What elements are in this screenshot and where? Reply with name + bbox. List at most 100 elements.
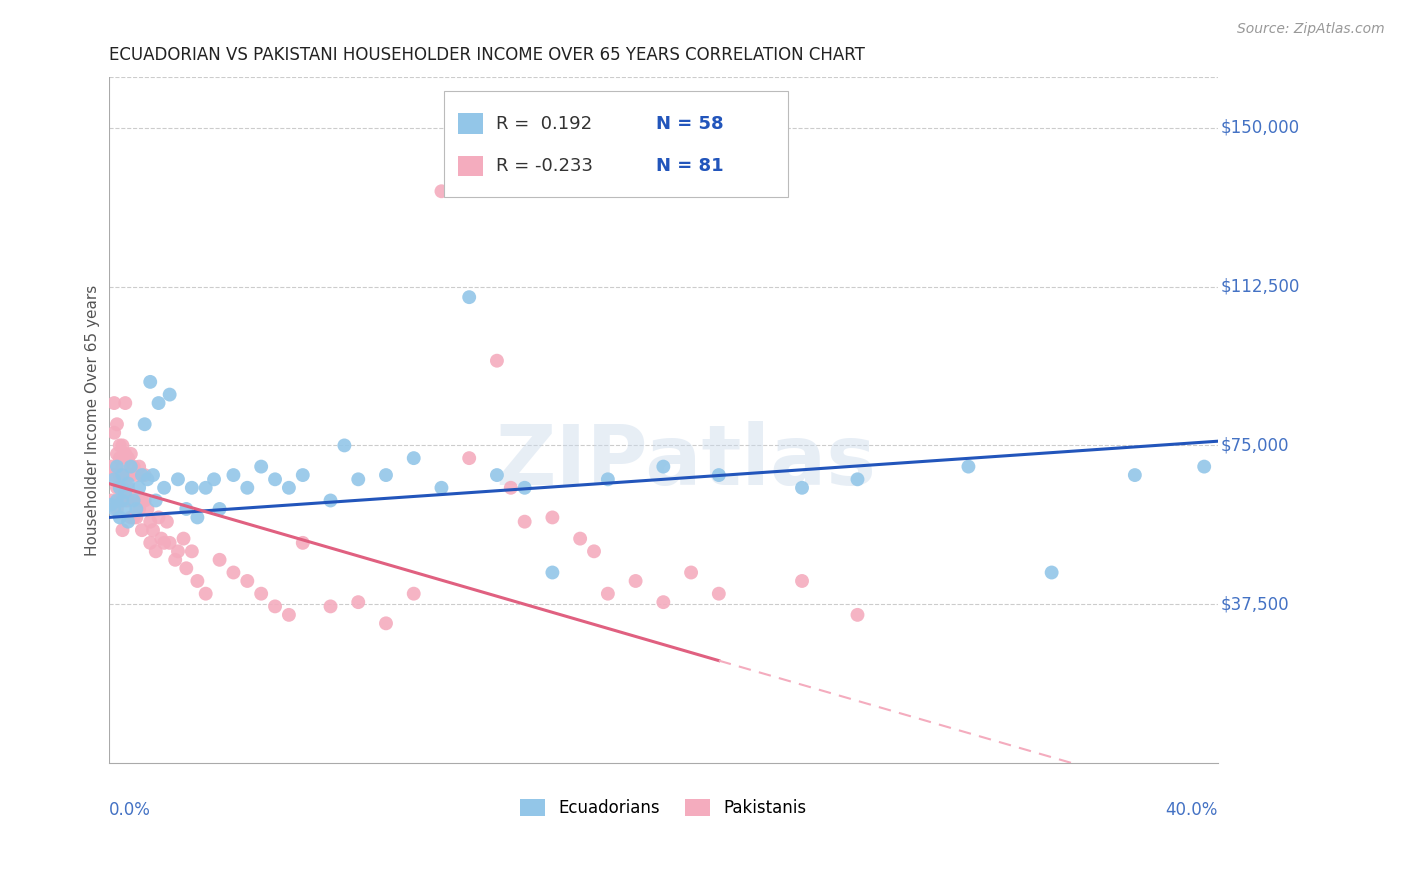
Point [148, 510, 170, 524]
Point [790, 574, 813, 588]
Point [347, 472, 370, 486]
Point [402, 451, 425, 466]
Point [117, 515, 139, 529]
Point [652, 595, 675, 609]
Point [485, 353, 508, 368]
FancyBboxPatch shape [458, 113, 482, 134]
Point [222, 566, 245, 580]
Point [513, 515, 536, 529]
Point [125, 510, 148, 524]
Point [499, 481, 522, 495]
Point [186, 574, 208, 588]
Y-axis label: Householder Income Over 65 years: Householder Income Over 65 years [86, 285, 100, 556]
Point [180, 544, 202, 558]
Point [131, 523, 153, 537]
Point [105, 493, 128, 508]
Point [111, 459, 134, 474]
Point [131, 493, 153, 508]
Point [142, 468, 165, 483]
Point [100, 493, 122, 508]
Point [122, 489, 145, 503]
Text: 40.0%: 40.0% [1166, 801, 1218, 819]
Point [319, 493, 342, 508]
Point [167, 544, 190, 558]
Point [100, 498, 122, 512]
Text: R =  0.192: R = 0.192 [496, 114, 592, 133]
Point [167, 472, 190, 486]
Point [375, 616, 398, 631]
Point [159, 536, 181, 550]
Point [114, 468, 136, 483]
Point [145, 544, 167, 558]
Point [114, 493, 136, 508]
Point [174, 502, 197, 516]
Point [103, 472, 125, 486]
Point [128, 481, 150, 495]
Text: $150,000: $150,000 [1220, 119, 1299, 136]
Legend: Ecuadorians, Pakistanis: Ecuadorians, Pakistanis [513, 792, 813, 823]
Point [153, 536, 176, 550]
Point [142, 523, 165, 537]
Point [596, 472, 619, 486]
Point [319, 599, 342, 614]
Point [120, 459, 142, 474]
Text: ECUADORIAN VS PAKISTANI HOUSEHOLDER INCOME OVER 65 YEARS CORRELATION CHART: ECUADORIAN VS PAKISTANI HOUSEHOLDER INCO… [108, 46, 865, 64]
Point [105, 459, 128, 474]
Point [165, 553, 187, 567]
Point [103, 502, 125, 516]
Point [117, 493, 139, 508]
Point [194, 587, 217, 601]
Point [108, 438, 131, 452]
Point [120, 510, 142, 524]
Text: Source: ZipAtlas.com: Source: ZipAtlas.com [1237, 22, 1385, 37]
Point [174, 561, 197, 575]
Point [134, 493, 156, 508]
Point [108, 481, 131, 495]
Point [120, 468, 142, 483]
Point [114, 447, 136, 461]
Point [105, 502, 128, 516]
Point [1123, 468, 1146, 483]
Point [153, 481, 176, 495]
Point [122, 510, 145, 524]
Point [485, 468, 508, 483]
Point [430, 481, 453, 495]
Text: $37,500: $37,500 [1220, 595, 1289, 614]
Text: R = -0.233: R = -0.233 [496, 157, 593, 175]
Point [136, 502, 159, 516]
Point [139, 515, 162, 529]
Point [114, 502, 136, 516]
Point [790, 481, 813, 495]
Point [180, 481, 202, 495]
Point [569, 532, 592, 546]
Point [186, 510, 208, 524]
Point [375, 468, 398, 483]
Point [582, 544, 605, 558]
Point [236, 481, 259, 495]
Point [108, 493, 131, 508]
FancyBboxPatch shape [458, 156, 482, 177]
Point [117, 481, 139, 495]
Point [156, 515, 179, 529]
Point [159, 387, 181, 401]
Point [208, 502, 231, 516]
Point [114, 485, 136, 500]
Point [430, 184, 453, 198]
Point [105, 447, 128, 461]
Point [402, 587, 425, 601]
Point [652, 459, 675, 474]
Point [122, 493, 145, 508]
Point [103, 396, 125, 410]
Point [148, 396, 170, 410]
Point [117, 451, 139, 466]
Text: $75,000: $75,000 [1220, 436, 1289, 454]
Point [145, 493, 167, 508]
Point [264, 472, 287, 486]
Point [108, 510, 131, 524]
Point [131, 468, 153, 483]
Text: ZIPatlas: ZIPatlas [495, 421, 876, 501]
Point [105, 417, 128, 432]
Point [136, 472, 159, 486]
Point [202, 472, 225, 486]
Point [513, 481, 536, 495]
